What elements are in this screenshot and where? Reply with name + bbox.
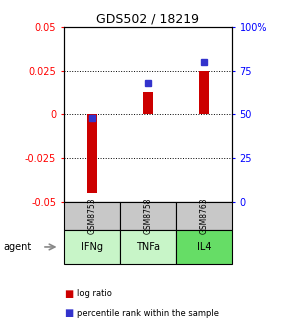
Bar <box>199 71 209 114</box>
Bar <box>87 114 97 193</box>
Text: GSM8763: GSM8763 <box>200 198 209 234</box>
Text: IL4: IL4 <box>197 242 211 252</box>
Text: agent: agent <box>3 242 31 252</box>
Text: GSM8758: GSM8758 <box>143 198 153 234</box>
Text: ■: ■ <box>64 308 73 318</box>
Text: TNFa: TNFa <box>136 242 160 252</box>
Text: GSM8753: GSM8753 <box>87 198 96 234</box>
Text: ■: ■ <box>64 289 73 299</box>
Title: GDS502 / 18219: GDS502 / 18219 <box>96 13 200 26</box>
Text: percentile rank within the sample: percentile rank within the sample <box>77 309 219 318</box>
Bar <box>143 91 153 114</box>
Text: log ratio: log ratio <box>77 290 112 298</box>
Text: IFNg: IFNg <box>81 242 103 252</box>
